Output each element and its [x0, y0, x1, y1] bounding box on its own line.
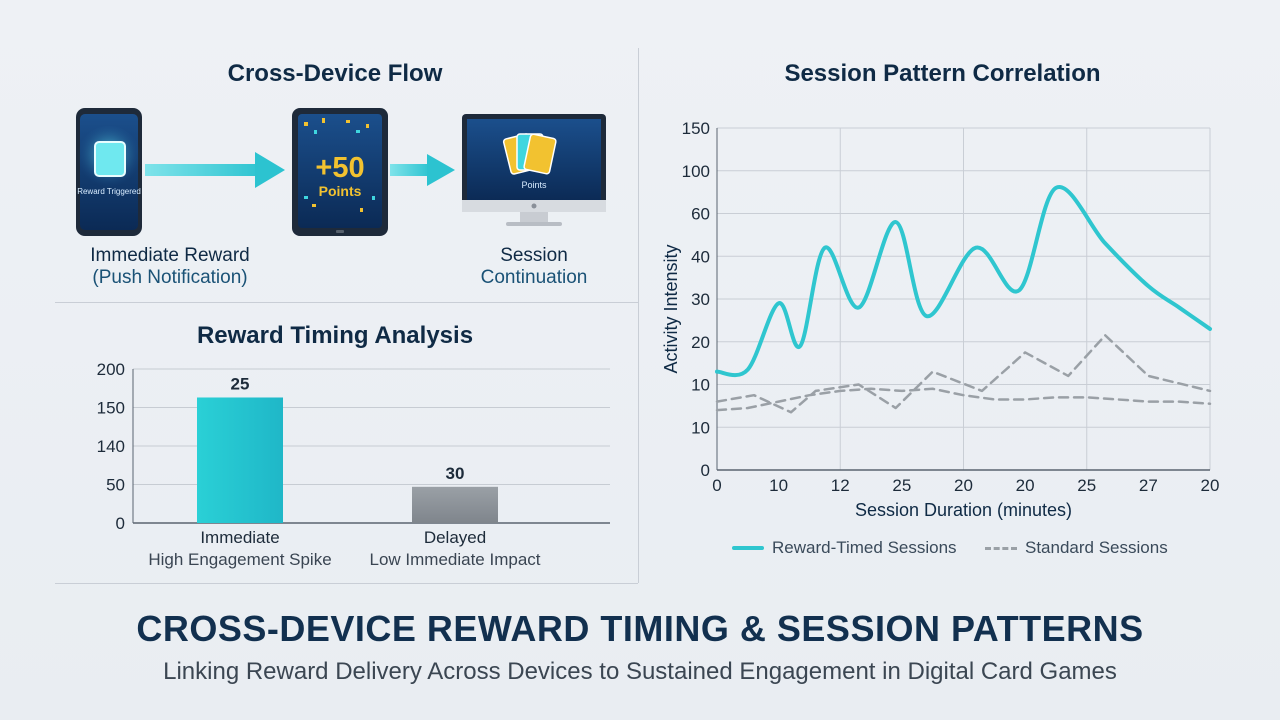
tablet-points-value: +50 — [315, 152, 364, 184]
bar-category-label: Immediate — [200, 528, 279, 547]
bar-data-label: 25 — [231, 374, 250, 393]
horizontal-divider — [55, 302, 638, 303]
monitor-screen-text: Points — [521, 180, 547, 190]
line-y-tick-label: 40 — [691, 247, 710, 266]
tablet-points-label: Points — [319, 183, 362, 199]
line-chart-title: Session Pattern Correlation — [784, 60, 1101, 87]
bar-y-tick-label: 150 — [97, 399, 125, 418]
legend-swatch-dashed — [985, 546, 1017, 550]
series-reward-timed-line — [715, 185, 1212, 378]
line-y-tick-label: 10 — [691, 418, 710, 437]
session-continuation-line2: Continuation — [480, 267, 588, 288]
main-title: CROSS-DEVICE REWARD TIMING & SESSION PAT… — [136, 608, 1144, 649]
line-x-tick-label: 12 — [831, 476, 850, 495]
line-y-tick-label: 60 — [691, 205, 710, 224]
card-stack-icon — [502, 133, 557, 175]
flow-arrow-2 — [390, 154, 455, 186]
line-x-tick-label: 10 — [769, 476, 788, 495]
line-x-tick-label: 25 — [1077, 476, 1096, 495]
bar-y-tick-label: 0 — [116, 514, 125, 533]
vertical-divider — [638, 48, 639, 583]
legend-label-reward: Reward-Timed Sessions — [772, 538, 957, 557]
bar-chart: 0 50 140 150 200 25 Immediate High Engagement S… — [97, 360, 610, 569]
cross-device-flow-diagram: Reward Triggered +50 Points — [76, 108, 606, 236]
line-y-tick-label: 150 — [682, 119, 710, 138]
immediate-reward-line1: Immediate Reward — [90, 245, 250, 266]
bar-category-sublabel: High Engagement Spike — [148, 550, 331, 569]
bar-category-sublabel: Low Immediate Impact — [369, 550, 540, 569]
line-chart: 0 10 12 25 20 20 25 27 20 0 10 10 20 30 40 60 100 150 Sess… — [661, 119, 1220, 520]
legend-swatch-solid — [732, 546, 764, 550]
line-y-tick-label: 100 — [682, 162, 710, 181]
series-standard-line-2 — [715, 387, 1212, 412]
flow-arrow-1 — [145, 152, 285, 188]
bar-chart-title: Reward Timing Analysis — [196, 322, 474, 349]
monitor-icon: Points — [462, 114, 606, 226]
bar-y-tick-label: 140 — [97, 437, 125, 456]
line-x-axis-label: Session Duration (minutes) — [855, 500, 1072, 520]
series-standard-line-1 — [715, 334, 1212, 414]
line-y-tick-label: 20 — [691, 333, 710, 352]
session-continuation-label: Session Continuation — [444, 245, 624, 289]
line-legend-item-reward: Reward-Timed Sessions — [732, 538, 957, 558]
bar-data-label: 30 — [446, 464, 465, 483]
bar-y-tick-label: 200 — [97, 360, 125, 379]
line-y-tick-label: 30 — [691, 290, 710, 309]
line-x-tick-label: 0 — [712, 476, 721, 495]
line-y-axis-label: Activity Intensity — [661, 244, 681, 373]
tablet-icon: +50 Points — [292, 108, 388, 236]
bottom-divider — [55, 583, 638, 584]
line-x-tick-label: 25 — [892, 476, 911, 495]
phone-icon: Reward Triggered — [76, 108, 142, 236]
main-subtitle: Linking Reward Delivery Across Devices t… — [163, 658, 1117, 685]
bar-immediate — [197, 397, 283, 523]
line-x-tick-label: 20 — [1016, 476, 1035, 495]
immediate-reward-line2: (Push Notification) — [92, 267, 248, 288]
bar-category-label: Delayed — [424, 528, 486, 547]
immediate-reward-label: Immediate Reward (Push Notification) — [60, 245, 280, 289]
line-x-tick-label: 20 — [1201, 476, 1220, 495]
line-y-tick-label: 10 — [691, 376, 710, 395]
line-legend-item-standard: Standard Sessions — [985, 538, 1168, 558]
session-continuation-line1: Session — [500, 245, 568, 266]
phone-screen-text: Reward Triggered — [77, 187, 141, 196]
line-x-tick-label: 27 — [1139, 476, 1158, 495]
line-y-tick-label: 0 — [701, 461, 710, 480]
bar-delayed — [412, 486, 498, 523]
bar-y-tick-label: 50 — [106, 476, 125, 495]
legend-label-standard: Standard Sessions — [1025, 538, 1168, 557]
flow-title: Cross-Device Flow — [227, 60, 443, 87]
line-x-tick-label: 20 — [954, 476, 973, 495]
